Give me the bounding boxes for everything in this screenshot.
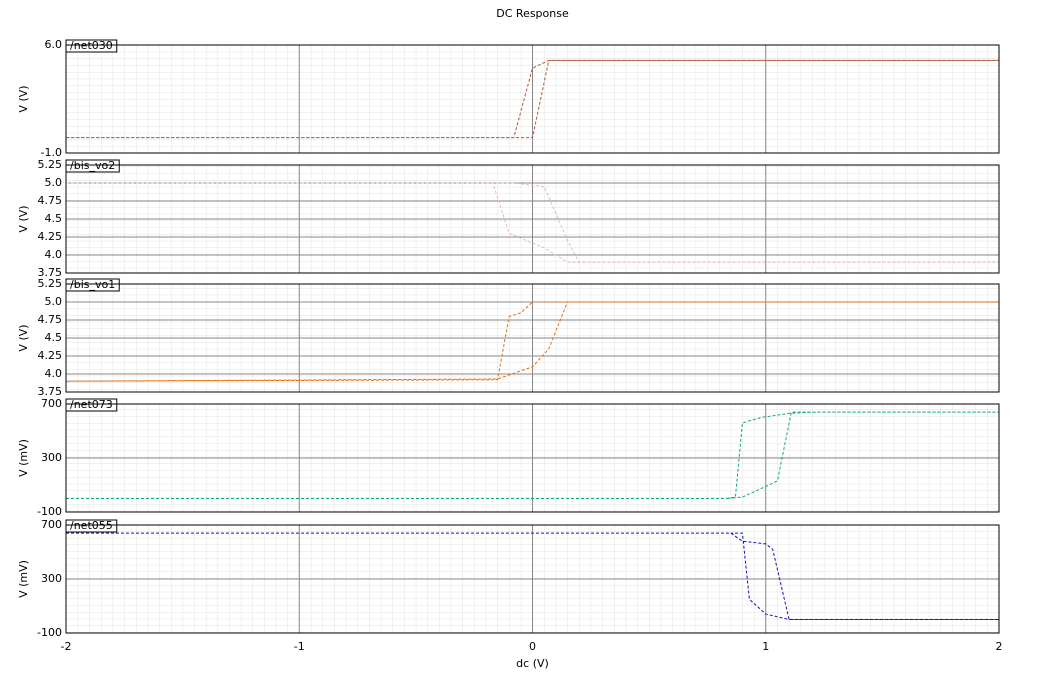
series-line bbox=[66, 59, 999, 139]
y-tick-label: 4.25 bbox=[38, 230, 63, 243]
x-tick-label: 2 bbox=[996, 640, 1003, 653]
y-tick-label: 3.75 bbox=[38, 266, 63, 279]
y-axis-label: V (V) bbox=[17, 324, 30, 351]
y-tick-label: 5.0 bbox=[45, 176, 63, 189]
y-tick-label: 4.75 bbox=[38, 313, 63, 326]
y-tick-label: 4.0 bbox=[45, 248, 63, 261]
y-tick-label: 700 bbox=[41, 518, 62, 531]
y-tick-label: 700 bbox=[41, 397, 62, 410]
plot-frame bbox=[65, 403, 1000, 513]
series-line bbox=[66, 182, 999, 263]
x-axis-label: dc (V) bbox=[516, 657, 549, 670]
plot-frame bbox=[65, 164, 1000, 274]
y-axis-label: V (V) bbox=[17, 205, 30, 232]
y-tick-label: -100 bbox=[37, 626, 62, 639]
y-tick-label: 3.75 bbox=[38, 385, 63, 398]
series-line bbox=[66, 532, 999, 620]
y-axis-label: V (mV) bbox=[17, 560, 30, 598]
x-tick-label: 1 bbox=[762, 640, 769, 653]
y-axis-label: V (V) bbox=[17, 85, 30, 112]
x-tick-label: -2 bbox=[61, 640, 72, 653]
y-tick-label: -1.0 bbox=[41, 146, 62, 159]
plot-frame bbox=[65, 524, 1000, 634]
y-tick-label: 4.25 bbox=[38, 349, 63, 362]
y-tick-label: 4.75 bbox=[38, 194, 63, 207]
series-line bbox=[66, 411, 999, 499]
series-line bbox=[65, 301, 999, 382]
plot-frame bbox=[65, 283, 1000, 393]
y-tick-label: -100 bbox=[37, 505, 62, 518]
chart-title: DC Response bbox=[496, 7, 569, 20]
y-tick-label: 5.0 bbox=[45, 295, 63, 308]
y-tick-label: 5.25 bbox=[38, 158, 63, 171]
plot-frame bbox=[65, 44, 1000, 154]
y-tick-label: 300 bbox=[41, 451, 62, 464]
y-tick-label: 5.25 bbox=[38, 277, 63, 290]
y-axis-label: V (mV) bbox=[17, 439, 30, 477]
x-tick-label: 0 bbox=[529, 640, 536, 653]
y-tick-label: 4.5 bbox=[45, 331, 63, 344]
y-tick-label: 4.5 bbox=[45, 212, 63, 225]
y-tick-label: 4.0 bbox=[45, 367, 63, 380]
y-tick-label: 300 bbox=[41, 572, 62, 585]
x-tick-label: -1 bbox=[294, 640, 305, 653]
y-tick-label: 6.0 bbox=[45, 38, 63, 51]
